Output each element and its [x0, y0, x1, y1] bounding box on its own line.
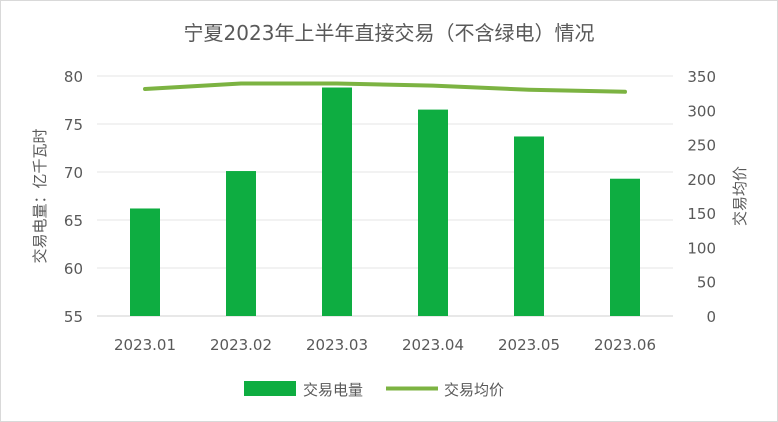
gridlines [97, 75, 673, 317]
y2-tick-label: 0 [706, 308, 716, 326]
y2-tick-label: 100 [687, 239, 716, 257]
y2-tick-label: 250 [687, 137, 716, 155]
y2-axis-title: 交易均价 [731, 166, 749, 226]
x-tick-label: 2023.02 [210, 336, 272, 354]
y2-tick-label: 200 [687, 171, 716, 189]
y-tick-label: 60 [64, 260, 83, 278]
legend-label-line: 交易均价 [444, 381, 504, 399]
x-tick-label: 2023.03 [306, 336, 368, 354]
legend-swatch-bar [244, 381, 296, 396]
y2-axis-ticks: 0 50 100 150 200 250 300 350 [687, 68, 716, 326]
chart-title: 宁夏2023年上半年直接交易（不含绿电）情况 [184, 21, 595, 45]
bar [418, 109, 448, 316]
y2-tick-label: 50 [697, 274, 716, 292]
bar [322, 87, 352, 317]
bar-series [130, 87, 640, 317]
bar [130, 208, 160, 316]
legend-label-bar: 交易电量 [303, 381, 363, 399]
line-path [143, 81, 627, 94]
y-tick-label: 75 [64, 116, 83, 134]
bar [514, 136, 544, 316]
y2-tick-label: 150 [687, 205, 716, 223]
line-series [143, 81, 627, 94]
y-tick-label: 55 [64, 308, 83, 326]
y-tick-label: 65 [64, 212, 83, 230]
bar [226, 171, 256, 316]
x-axis-ticks: 2023.01 2023.02 2023.03 2023.04 2023.05 2023.… [114, 336, 656, 354]
legend: 交易电量 交易均价 [244, 381, 504, 399]
y-axis-ticks: 55 60 65 70 75 80 [64, 68, 83, 326]
x-tick-label: 2023.06 [594, 336, 656, 354]
y2-tick-label: 350 [687, 68, 716, 86]
x-tick-label: 2023.01 [114, 336, 176, 354]
x-tick-label: 2023.05 [498, 336, 560, 354]
y-tick-label: 80 [64, 68, 83, 86]
y2-tick-label: 300 [687, 102, 716, 120]
y-tick-label: 70 [64, 164, 83, 182]
y-axis-title: 交易电量：亿千瓦时 [31, 128, 49, 263]
x-tick-label: 2023.04 [402, 336, 464, 354]
bar [610, 178, 640, 316]
